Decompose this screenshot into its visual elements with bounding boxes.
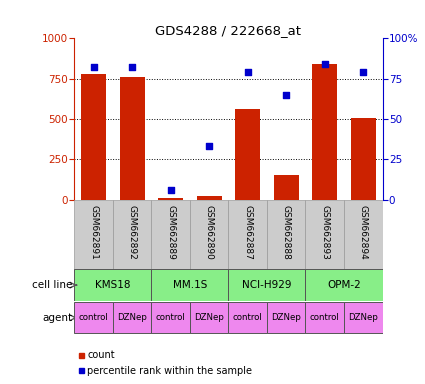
Text: MM.1S: MM.1S bbox=[173, 280, 207, 290]
Text: control: control bbox=[79, 313, 108, 322]
Text: GSM662892: GSM662892 bbox=[128, 205, 137, 260]
Point bbox=[283, 92, 289, 98]
Bar bbox=[158, 198, 183, 200]
Bar bbox=[267, 302, 306, 333]
Point bbox=[90, 65, 97, 71]
Bar bbox=[81, 74, 106, 200]
Point bbox=[360, 69, 367, 75]
Text: KMS18: KMS18 bbox=[95, 280, 130, 290]
Point bbox=[244, 69, 251, 75]
Text: DZNep: DZNep bbox=[271, 313, 301, 322]
Text: GSM662889: GSM662889 bbox=[166, 205, 175, 260]
Bar bbox=[113, 302, 151, 333]
Bar bbox=[344, 200, 383, 273]
Bar bbox=[229, 270, 306, 301]
Text: GSM662887: GSM662887 bbox=[243, 205, 252, 260]
Text: GSM662891: GSM662891 bbox=[89, 205, 98, 260]
Bar bbox=[197, 197, 222, 200]
Bar bbox=[306, 302, 344, 333]
Bar bbox=[235, 109, 260, 200]
Bar bbox=[113, 200, 151, 273]
Point bbox=[167, 187, 174, 193]
Title: GDS4288 / 222668_at: GDS4288 / 222668_at bbox=[156, 24, 301, 37]
Bar bbox=[306, 270, 382, 301]
Point bbox=[321, 61, 328, 67]
Bar bbox=[151, 200, 190, 273]
Point bbox=[129, 65, 136, 71]
Text: DZNep: DZNep bbox=[348, 313, 378, 322]
Bar bbox=[190, 302, 229, 333]
Text: GSM662888: GSM662888 bbox=[282, 205, 291, 260]
Bar bbox=[312, 64, 337, 200]
Bar bbox=[74, 302, 113, 333]
Bar bbox=[151, 270, 229, 301]
Text: NCI-H929: NCI-H929 bbox=[242, 280, 292, 290]
Bar bbox=[306, 200, 344, 273]
Text: percentile rank within the sample: percentile rank within the sample bbox=[87, 366, 252, 376]
Bar bbox=[190, 200, 229, 273]
Bar bbox=[229, 200, 267, 273]
Text: OPM-2: OPM-2 bbox=[327, 280, 361, 290]
Bar bbox=[274, 175, 299, 200]
Bar bbox=[229, 302, 267, 333]
Text: GSM662890: GSM662890 bbox=[205, 205, 214, 260]
Bar bbox=[119, 77, 144, 200]
Bar bbox=[267, 200, 306, 273]
Point bbox=[206, 143, 212, 149]
Bar bbox=[351, 118, 376, 200]
Text: GSM662894: GSM662894 bbox=[359, 205, 368, 260]
Text: count: count bbox=[87, 350, 115, 360]
Text: DZNep: DZNep bbox=[194, 313, 224, 322]
Text: cell line: cell line bbox=[32, 280, 72, 290]
Text: control: control bbox=[233, 313, 263, 322]
Text: control: control bbox=[156, 313, 186, 322]
Text: control: control bbox=[310, 313, 340, 322]
Bar bbox=[151, 302, 190, 333]
Bar bbox=[74, 200, 113, 273]
Bar bbox=[74, 270, 151, 301]
Text: agent: agent bbox=[42, 313, 72, 323]
Text: DZNep: DZNep bbox=[117, 313, 147, 322]
Bar bbox=[344, 302, 383, 333]
Text: GSM662893: GSM662893 bbox=[320, 205, 329, 260]
